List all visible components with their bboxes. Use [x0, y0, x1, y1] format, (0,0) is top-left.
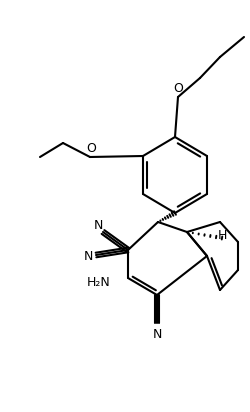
Text: O: O [86, 141, 96, 154]
Text: N: N [152, 328, 162, 342]
Text: N: N [93, 218, 103, 232]
Text: H: H [217, 229, 227, 241]
Text: N: N [83, 250, 93, 262]
Text: H₂N: H₂N [86, 276, 110, 288]
Text: O: O [173, 82, 183, 94]
